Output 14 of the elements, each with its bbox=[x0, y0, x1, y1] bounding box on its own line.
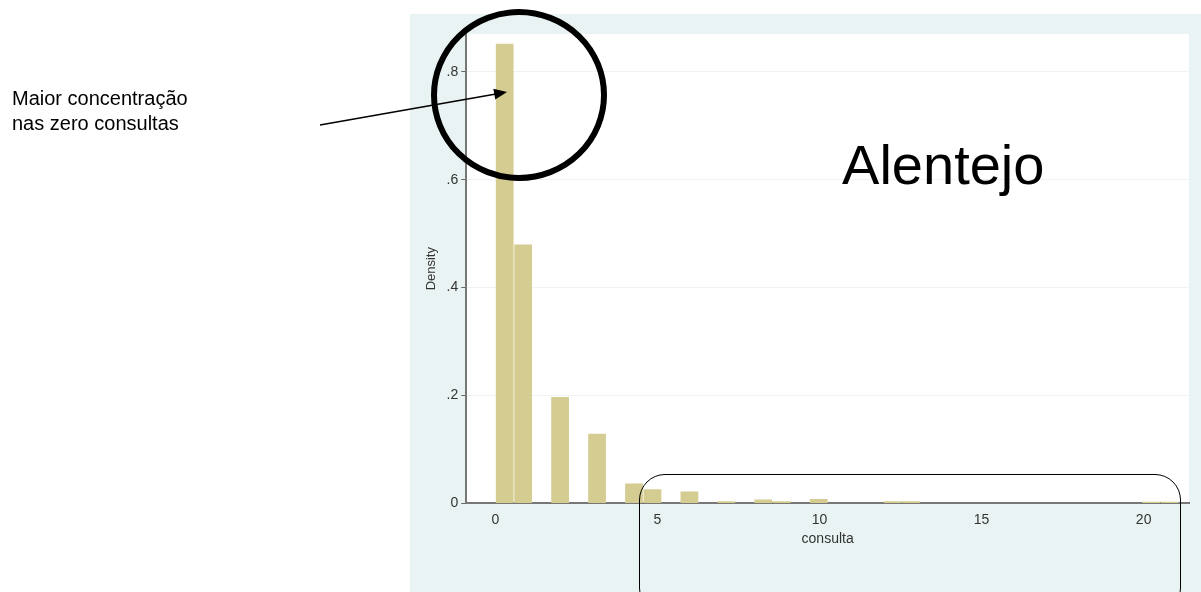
y-tick-label: .4 bbox=[446, 278, 459, 295]
text: Alentejo bbox=[842, 132, 1045, 197]
y-tick-label: .8 bbox=[446, 62, 459, 79]
x-tick-label: 0 bbox=[491, 510, 500, 527]
y-tick-label: .6 bbox=[446, 170, 459, 187]
x-tick-label: 15 bbox=[973, 510, 990, 527]
x-tick-label: 20 bbox=[1135, 510, 1152, 527]
x-tick-label: 10 bbox=[811, 510, 828, 527]
y-tick-label: .2 bbox=[446, 386, 459, 403]
x-axis-title: consulta bbox=[801, 530, 854, 547]
x-tick-label: 5 bbox=[653, 510, 662, 527]
text: Maior concentração nas zero consultas bbox=[12, 86, 189, 136]
y-tick-label: 0 bbox=[450, 494, 459, 511]
y-axis-title: Density bbox=[423, 246, 439, 291]
